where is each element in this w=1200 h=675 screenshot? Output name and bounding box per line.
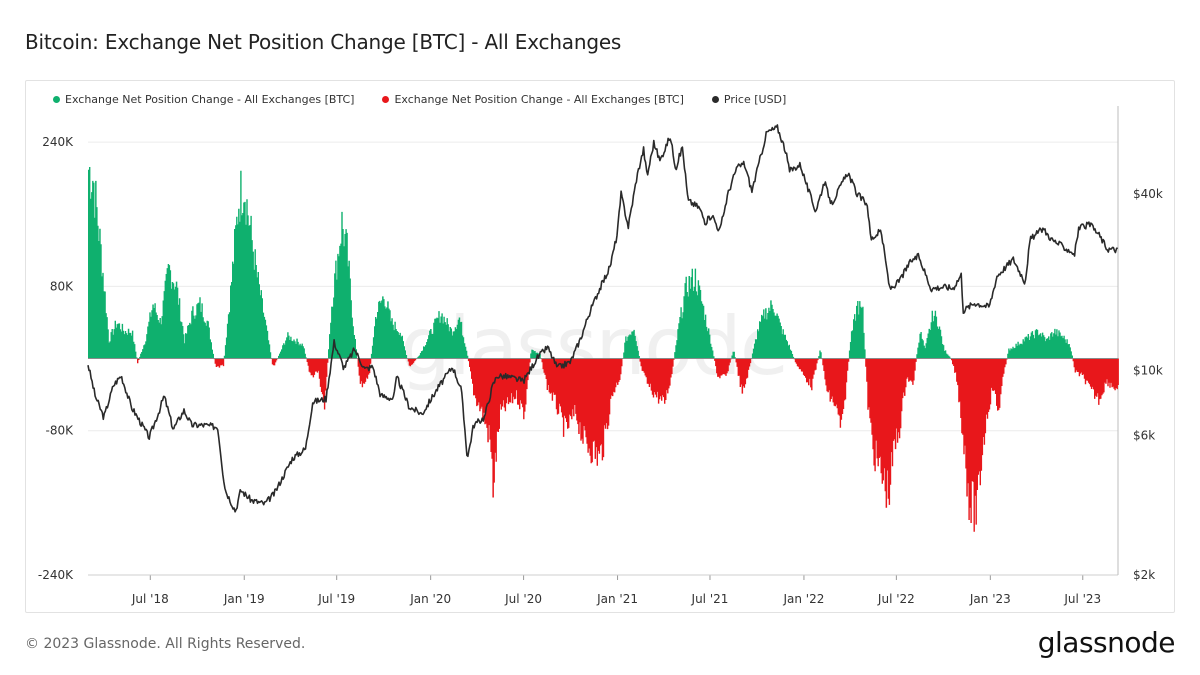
legend-dot-price (711, 96, 719, 103)
x-tick-label: Jul '21 (691, 592, 729, 606)
x-tick-label: Jan '23 (969, 592, 1011, 606)
x-tick-label: Jul '22 (877, 592, 915, 606)
legend-item-positive[interactable]: Exchange Net Position Change - All Excha… (53, 93, 354, 106)
x-tick-label: Jul '18 (131, 592, 169, 606)
chart-panel (25, 80, 1175, 613)
glassnode-logo: glassnode (1037, 626, 1176, 659)
y-right-tick-label: $10k (1133, 363, 1163, 377)
x-tick-label: Jul '23 (1063, 592, 1101, 606)
legend-label-positive: Exchange Net Position Change - All Excha… (65, 93, 355, 106)
series-line-price (87, 124, 1119, 513)
legend-dot-positive (53, 96, 60, 103)
x-tick-label: Jul '20 (504, 592, 542, 606)
y-right-tick-label: $40k (1133, 187, 1163, 201)
legend-label-price: Price [USD] (723, 93, 787, 106)
series-area-positive (88, 167, 1073, 359)
series-area-negative (137, 358, 1119, 532)
y-left-tick-label: 240K (42, 135, 74, 149)
x-tick-label: Jan '21 (596, 592, 638, 606)
x-tick-label: Jan '22 (782, 592, 824, 606)
chart-legend: Exchange Net Position Change - All Excha… (53, 93, 786, 106)
legend-dot-negative (382, 96, 390, 103)
legend-label-negative: Exchange Net Position Change - All Excha… (394, 93, 684, 106)
x-tick-label: Jan '20 (409, 592, 451, 606)
x-tick-label: Jan '19 (223, 592, 265, 606)
chart-title: Bitcoin: Exchange Net Position Change [B… (25, 30, 622, 54)
legend-item-negative[interactable]: Exchange Net Position Change - All Excha… (382, 93, 684, 106)
y-right-tick-label: $2k (1133, 568, 1155, 582)
y-left-tick-label: -80K (46, 424, 75, 438)
y-left-tick-label: -240K (38, 568, 74, 582)
y-right-tick-label: $6k (1133, 428, 1155, 442)
y-left-tick-label: 80K (50, 279, 74, 293)
x-tick-label: Jul '19 (317, 592, 355, 606)
copyright-footer: © 2023 Glassnode. All Rights Reserved. (25, 636, 306, 652)
legend-item-price[interactable]: Price [USD] (711, 93, 787, 106)
